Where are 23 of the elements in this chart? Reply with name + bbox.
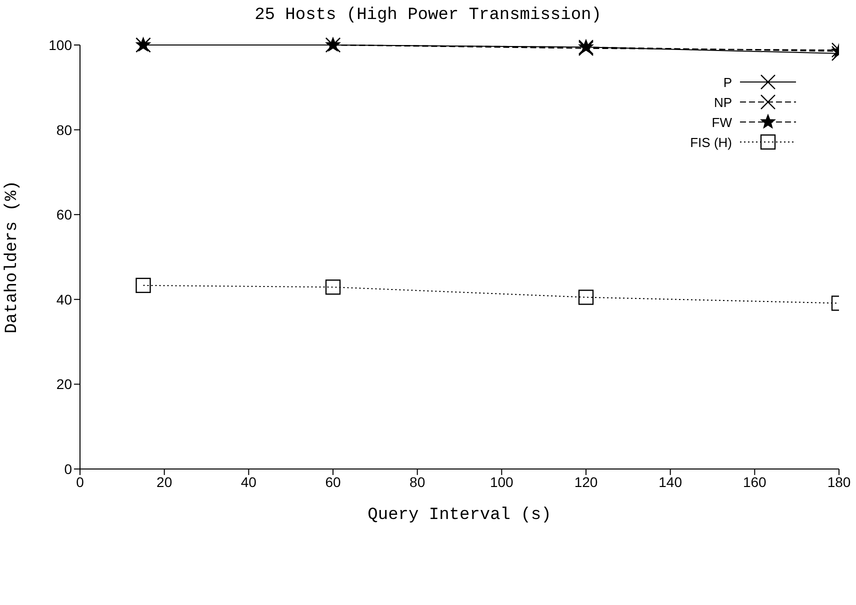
x-tick-label: 100	[490, 474, 514, 490]
x-axis-title: Query Interval (s)	[368, 506, 552, 525]
y-tick-label: 40	[56, 291, 72, 308]
y-tick-label: 20	[56, 376, 72, 392]
x-tick-label: 120	[574, 474, 598, 490]
y-tick-label: 60	[56, 206, 72, 223]
legend-label: FW	[712, 114, 732, 130]
x-tick-label: 20	[156, 474, 172, 490]
legend-label: NP	[714, 94, 732, 110]
x-tick-label: 80	[410, 474, 426, 490]
x-tick-label: 60	[325, 474, 341, 490]
x-tick-label: 140	[658, 474, 682, 490]
y-axis-title: Dataholders (%)	[3, 180, 22, 334]
y-tick-label: 0	[64, 460, 72, 477]
chart-title: 25 Hosts (High Power Transmission)	[254, 6, 602, 25]
y-tick-label: 80	[56, 122, 72, 138]
x-tick-label: 180	[827, 474, 851, 490]
x-tick-label: 40	[240, 474, 257, 490]
legend-label: P	[723, 74, 732, 90]
legend-label: FIS (H)	[690, 134, 732, 150]
y-tick-label: 100	[48, 36, 72, 53]
x-tick-label: 0	[76, 474, 84, 490]
x-tick-label: 160	[742, 474, 767, 490]
